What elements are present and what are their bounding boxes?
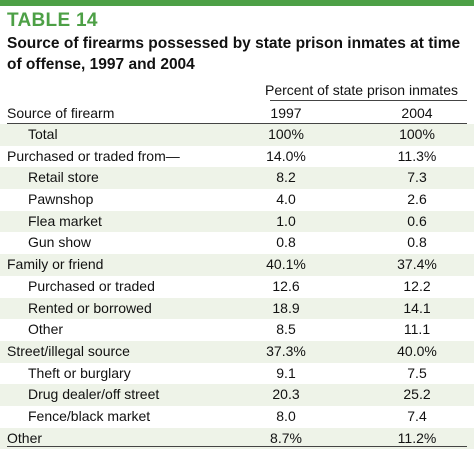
value-1997: 8.2 <box>276 169 296 186</box>
row-label: Other <box>7 429 43 446</box>
table-row: Retail store 8.2 7.3 <box>0 167 474 190</box>
value-1997: 4.0 <box>276 191 296 208</box>
value-1997: 14.0% <box>266 147 306 164</box>
value-2004: 0.8 <box>407 234 427 251</box>
table-row: Other 8.5 11.1 <box>0 319 474 341</box>
table-caption: Source of firearms possessed by state pr… <box>7 35 461 73</box>
value-1997: 12.6 <box>272 277 300 294</box>
header-2004: 2004 <box>401 105 433 121</box>
row-label: Flea market <box>28 212 102 229</box>
value-1997: 20.3 <box>272 386 300 403</box>
value-2004: 12.2 <box>403 277 431 294</box>
value-1997: 8.7% <box>270 429 302 446</box>
row-label: Purchased or traded <box>28 277 155 294</box>
value-2004: 7.3 <box>407 169 427 186</box>
row-label: Fence/black market <box>28 407 151 424</box>
table-row: Other 8.7% 11.2% <box>0 427 474 450</box>
row-label: Gun show <box>28 234 92 251</box>
value-2004: 11.1 <box>403 321 431 338</box>
value-2004: 37.4% <box>397 256 437 273</box>
row-label: Street/illegal source <box>7 342 130 359</box>
value-2004: 2.6 <box>407 191 427 208</box>
value-2004: 40.0% <box>397 342 437 359</box>
row-label: Theft or burglary <box>28 364 131 381</box>
value-2004: 11.2% <box>397 429 437 446</box>
accent-bar <box>0 0 474 6</box>
table-row: Purchased or traded from— 14.0% 11.3% <box>0 146 474 168</box>
value-1997: 37.3% <box>266 342 306 359</box>
header-row: Source of firearm 1997 2004 <box>0 103 474 123</box>
value-1997: 8.0 <box>276 407 296 424</box>
table-row: Rented or borrowed 18.9 14.1 <box>0 297 474 320</box>
value-2004: 100% <box>399 126 435 142</box>
value-1997: 18.9 <box>272 299 300 316</box>
table-row: Fence/black market 8.0 7.4 <box>0 406 474 428</box>
row-label: Purchased or traded from— <box>7 147 180 164</box>
table-row: Street/illegal source 37.3% 40.0% <box>0 340 474 363</box>
column-group-rule <box>270 100 467 101</box>
table-label: TABLE 14 <box>7 10 98 31</box>
row-label: Retail store <box>28 169 99 186</box>
table-row: Family or friend 40.1% 37.4% <box>0 254 474 276</box>
table-row: Gun show 0.8 0.8 <box>0 232 474 254</box>
row-label: Rented or borrowed <box>28 299 152 316</box>
value-1997: 9.1 <box>276 364 296 381</box>
value-2004: 7.4 <box>407 407 427 424</box>
value-1997: 1.0 <box>276 212 296 229</box>
table-row: Pawnshop 4.0 2.6 <box>0 189 474 211</box>
table-row: Purchased or traded 12.6 12.2 <box>0 276 474 298</box>
table-row: Total 100% 100% <box>0 124 474 146</box>
table-body: Total 100% 100% Purchased or traded from… <box>0 124 474 450</box>
table-row: Flea market 1.0 0.6 <box>0 210 474 233</box>
header-1997: 1997 <box>270 105 302 121</box>
table-row: Drug dealer/off street 20.3 25.2 <box>0 384 474 406</box>
value-2004: 25.2 <box>403 386 431 403</box>
value-1997: 40.1% <box>266 256 306 273</box>
value-2004: 14.1 <box>403 299 431 316</box>
row-label: Family or friend <box>7 256 104 273</box>
value-2004: 11.3% <box>397 147 437 164</box>
row-label: Total <box>28 126 58 142</box>
value-1997: 8.5 <box>276 321 296 338</box>
bottom-rule <box>7 446 467 447</box>
row-label: Pawnshop <box>28 191 94 208</box>
column-group-header: Percent of state prison inmates <box>265 82 458 98</box>
value-2004: 0.6 <box>407 212 427 229</box>
header-rule <box>7 123 467 124</box>
row-label: Other <box>28 321 64 338</box>
row-label: Drug dealer/off street <box>28 386 160 403</box>
value-1997: 0.8 <box>276 234 296 251</box>
value-2004: 7.5 <box>407 364 427 381</box>
value-1997: 100% <box>268 126 304 142</box>
header-source: Source of firearm <box>7 105 115 121</box>
table-row: Theft or burglary 9.1 7.5 <box>0 363 474 385</box>
